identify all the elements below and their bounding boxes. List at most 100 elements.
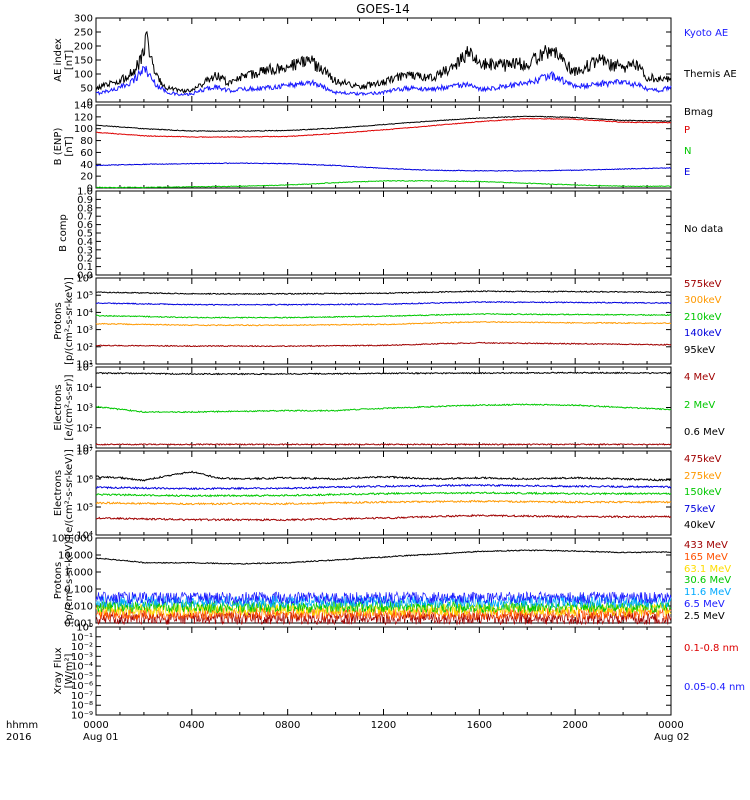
y-tick-label: 10⁰ <box>76 623 93 634</box>
legend-entry: 63.1 MeV <box>684 564 731 575</box>
y-tick-label: 0.010 <box>64 602 93 613</box>
y-tick-label: 0.2 <box>77 254 93 265</box>
legend-entry: Bmag <box>684 107 713 118</box>
series-line-2 <box>95 499 672 506</box>
series-line-2 <box>95 30 672 94</box>
legend-entry: 140keV <box>684 328 722 339</box>
series-line-1 <box>95 513 672 522</box>
time-axis: hhmm 2016 Aug 01 Aug 02 0000 0400 0800 1200… <box>6 720 689 743</box>
y-label-line: AE index <box>53 38 64 82</box>
y-tick-label: 10⁵ <box>76 503 93 514</box>
y-tick-label: 0.1 <box>77 262 93 273</box>
legend-entry: 30.6 MeV <box>684 575 731 586</box>
series-line-1 <box>95 341 672 348</box>
y-tick-label: 0 <box>87 184 93 195</box>
y-axis-label: B comp <box>58 214 69 252</box>
y-label-line: Protons <box>53 562 64 599</box>
y-tick-label: 0.0 <box>77 271 93 282</box>
series-line-3 <box>95 491 672 498</box>
legend-entry: 433 MeV <box>684 540 728 551</box>
x-tick-label: 1200 <box>371 720 396 731</box>
series-line-4 <box>95 300 672 306</box>
y-label-units: [e/(cm²-s-sr)] <box>64 374 75 440</box>
y-tick-label: 10⁷ <box>76 447 93 458</box>
legend-entry: 475keV <box>684 454 722 465</box>
y-tick-label: 0.001 <box>64 619 93 630</box>
y-label-units: [nT] <box>64 50 75 70</box>
series-line-6 <box>95 590 672 605</box>
y-axis-label: B (ENP)[nT] <box>53 128 75 166</box>
y-tick-label: 10¹ <box>76 444 93 455</box>
y-tick-label: 10⁵ <box>76 291 93 302</box>
legend-entry: 0.6 MeV <box>684 427 725 438</box>
legend-entry: 575keV <box>684 279 722 290</box>
panel-4: 10¹10²10³10⁴10⁵10⁶Protons[p/(cm²-s-sr-ke… <box>53 274 722 371</box>
legend-entry: 2.5 MeV <box>684 611 725 622</box>
series-line-2 <box>95 320 671 327</box>
y-axis-label: Protons[p/(cm²-s-sr-keV)] <box>53 277 75 365</box>
series-line-3 <box>95 312 672 319</box>
hhmm-label: hhmm <box>6 720 38 731</box>
legend-entry: 0.05-0.4 nm <box>684 682 745 693</box>
y-tick-label: 10² <box>76 342 93 353</box>
y-tick-label: 1.0 <box>77 187 93 198</box>
x-tick-label: 2000 <box>562 720 587 731</box>
y-label-line: Protons <box>53 302 64 339</box>
x-tick-label: 0800 <box>275 720 300 731</box>
y-label-units: [nT] <box>64 136 75 156</box>
y-tick-label: 0.4 <box>77 237 93 248</box>
legend-entry: 75keV <box>684 504 715 515</box>
y-tick-label: 0 <box>87 98 93 109</box>
y-tick-label: 10⁻⁸ <box>71 701 93 712</box>
y-tick-label: 80 <box>80 136 93 147</box>
y-axis-label: Electrons[e/(cm²-s-sr-keV)] <box>53 449 75 537</box>
series-line-3 <box>95 602 672 617</box>
y-tick-label: 100.000 <box>52 534 93 545</box>
y-tick-label: 0.3 <box>77 245 93 256</box>
y-tick-label: 10⁴ <box>76 383 93 394</box>
y-tick-label: 10⁻¹ <box>71 632 93 643</box>
legend-entry: 2 MeV <box>684 400 715 411</box>
legend-entry: 11.6 MeV <box>684 587 731 598</box>
series-line-5 <box>95 470 672 482</box>
y-label-units: [W/m²] <box>64 653 75 688</box>
y-tick-label: 10⁴ <box>76 531 93 542</box>
y-label-units: [e/(cm²-s-sr-keV)] <box>64 449 75 537</box>
y-tick-label: 0.7 <box>77 212 93 223</box>
y-tick-label: 0.6 <box>77 220 93 231</box>
y-tick-label: 10¹ <box>76 360 93 371</box>
y-label-line: Electrons <box>53 470 64 516</box>
series-line-4 <box>95 483 672 491</box>
series-line-4 <box>95 599 672 614</box>
y-tick-label: 250 <box>74 28 93 39</box>
y-tick-label: 300 <box>74 14 93 25</box>
y-tick-label: 10⁵ <box>76 363 93 374</box>
legend-entry: 150keV <box>684 487 722 498</box>
legend-entry: 95keV <box>684 345 715 356</box>
series-line-1 <box>95 115 672 132</box>
y-tick-label: 200 <box>74 42 93 53</box>
legend-entry: 165 MeV <box>684 552 728 563</box>
y-tick-label: 10⁴ <box>76 308 93 319</box>
y-label-units: [p/(cm²-s-sr-keV)] <box>64 537 75 625</box>
series-line-3 <box>95 371 672 376</box>
legend-entry: 4 MeV <box>684 372 715 383</box>
y-tick-label: 10⁶ <box>76 475 93 486</box>
date-start-label: Aug 01 <box>83 732 118 743</box>
y-tick-label: 1.000 <box>64 568 93 579</box>
series-line-1 <box>95 65 672 97</box>
x-tick-label: 0000 <box>83 720 108 731</box>
y-tick-label: 40 <box>80 160 93 171</box>
y-tick-label: 10⁻⁷ <box>71 691 93 702</box>
y-tick-label: 10³ <box>76 325 93 336</box>
legend-entry: Themis AE <box>683 69 737 80</box>
no-data-annotation: No data <box>684 224 723 235</box>
y-tick-label: 0.5 <box>77 229 93 240</box>
y-tick-label: 60 <box>80 148 93 159</box>
series-line-2 <box>95 117 672 139</box>
panel-1: 0 50 100 150 200 250 300 AE index[nT] Kyoto AE Th… <box>53 14 737 109</box>
